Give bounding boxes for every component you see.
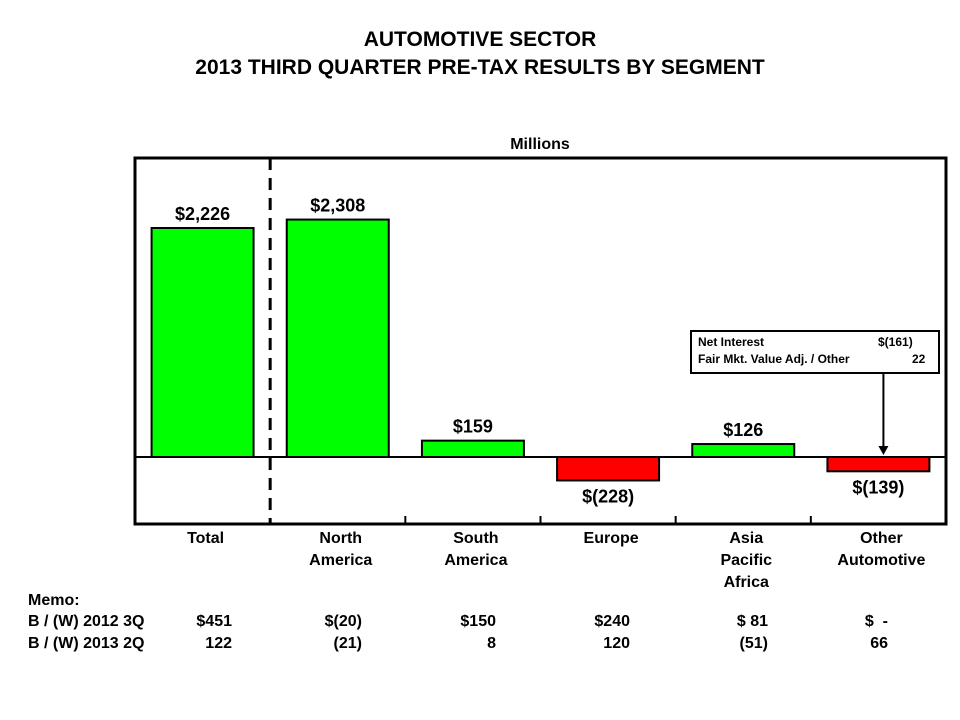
callout-arrowhead-icon: [878, 446, 889, 455]
category-label-line: Europe: [583, 530, 639, 547]
bar-north-america: [285, 218, 390, 458]
callout-row1-value: $(161): [878, 335, 913, 349]
category-label-line: South: [453, 530, 499, 547]
memo-value: $150: [460, 613, 496, 630]
category-label-line: Pacific: [720, 552, 773, 569]
category-label-line: North: [319, 530, 363, 547]
bar-total: [150, 227, 255, 458]
category-label: Europe: [546, 528, 676, 550]
category-label-line: Asia: [729, 530, 764, 547]
category-label: North America: [276, 528, 406, 572]
category-label-line: Automotive: [837, 552, 926, 569]
data-label: $2,308: [310, 196, 365, 216]
data-label: $126: [723, 420, 763, 440]
category-label-line: Africa: [723, 574, 769, 591]
category-label-line: Other: [860, 530, 903, 547]
data-label: $159: [453, 417, 493, 437]
callout-row2-value: 22: [912, 352, 926, 366]
callout-row2-label: Fair Mkt. Value Adj. / Other: [698, 352, 850, 366]
category-label: Other Automotive: [816, 528, 946, 572]
bar-asia-pacific-africa: [691, 443, 796, 459]
units-label: Millions: [510, 136, 570, 153]
chart-title-line2: 2013 THIRD QUARTER PRE-TAX RESULTS BY SE…: [195, 56, 765, 79]
bar-europe: [556, 456, 661, 482]
memo-row2-label: B / (W) 2013 2Q: [28, 635, 145, 652]
memo-value: (21): [333, 635, 362, 652]
memo-value: 122: [205, 635, 232, 652]
memo-value: $451: [196, 613, 232, 630]
category-label: Total: [141, 528, 271, 550]
callout-box: [690, 330, 940, 374]
memo-heading: Memo:: [28, 592, 80, 609]
memo-value: 66: [870, 635, 888, 652]
bar-south-america: [420, 439, 525, 458]
category-label: Asia Pacific Africa: [681, 528, 811, 594]
data-label: $(228): [582, 486, 634, 506]
bar-other-automotive: [826, 456, 931, 473]
memo-value: $(20): [324, 613, 362, 630]
memo-value: 8: [487, 635, 496, 652]
category-label-line: America: [309, 552, 373, 569]
category-label-line: Total: [187, 530, 225, 547]
memo-value: 120: [603, 635, 630, 652]
memo-value: $ 81: [736, 613, 768, 630]
category-label: South America: [411, 528, 541, 572]
memo-value: $ -: [864, 613, 888, 630]
chart-title-line1: AUTOMOTIVE SECTOR: [363, 28, 597, 51]
category-label-line: America: [444, 552, 508, 569]
memo-value: (51): [739, 635, 768, 652]
data-label: $(139): [852, 477, 904, 497]
memo-row1-label: B / (W) 2012 3Q: [28, 613, 145, 630]
data-label: $2,226: [175, 204, 230, 224]
callout-row1-label: Net Interest: [698, 335, 765, 349]
memo-value: $240: [594, 613, 630, 630]
